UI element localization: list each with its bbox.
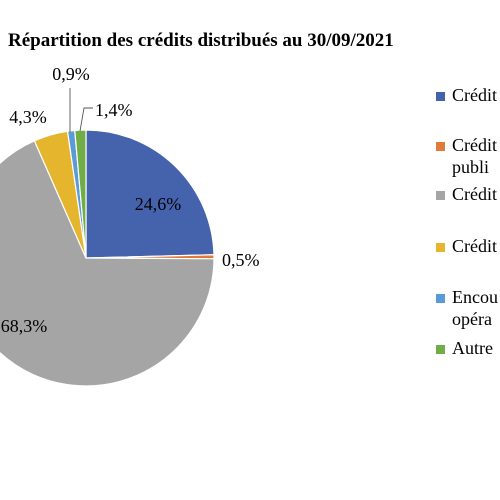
pie-slices — [0, 129, 215, 387]
legend-swatch-4 — [436, 243, 445, 252]
legend-swatch-2 — [436, 142, 445, 151]
legend-label-4: Crédit — [452, 236, 497, 256]
slice-label-5: 0,9% — [52, 64, 90, 84]
legend-swatch-1 — [436, 92, 445, 101]
legend-label-1: Crédit — [452, 85, 497, 105]
leader-line-1-4 — [79, 107, 93, 132]
legend-label-2-line-2: publi — [452, 157, 489, 177]
slice-label-6: 1,4% — [95, 100, 133, 120]
chart-title: Répartition des crédits distribués au 30… — [8, 30, 394, 51]
legend-label-2-line-1: Crédit — [452, 135, 497, 155]
pie-slice-3 — [0, 140, 215, 387]
legend-label-6: Autre — [452, 338, 493, 358]
legend: CréditCréditpubliCréditCréditEncouopéraA… — [436, 85, 498, 358]
legend-swatch-3 — [436, 191, 445, 200]
pie-slice-1 — [85, 129, 215, 259]
leader-lines — [69, 88, 93, 132]
slice-label-2: 0,5% — [222, 250, 260, 270]
slice-label-4: 4,3% — [9, 107, 47, 127]
legend-label-3: Crédit — [452, 184, 497, 204]
legend-label-5-line-1: Encou — [452, 287, 498, 307]
slice-label-3: 68,3% — [1, 316, 48, 336]
slice-label-1: 24,6% — [135, 194, 182, 214]
legend-label-5-line-2: opéra — [452, 309, 492, 329]
legend-swatch-5 — [436, 294, 445, 303]
legend-swatch-6 — [436, 345, 445, 354]
slice-labels: 24,6% 0,5% 68,3% 4,3% 0,9%1,4% — [1, 64, 260, 336]
